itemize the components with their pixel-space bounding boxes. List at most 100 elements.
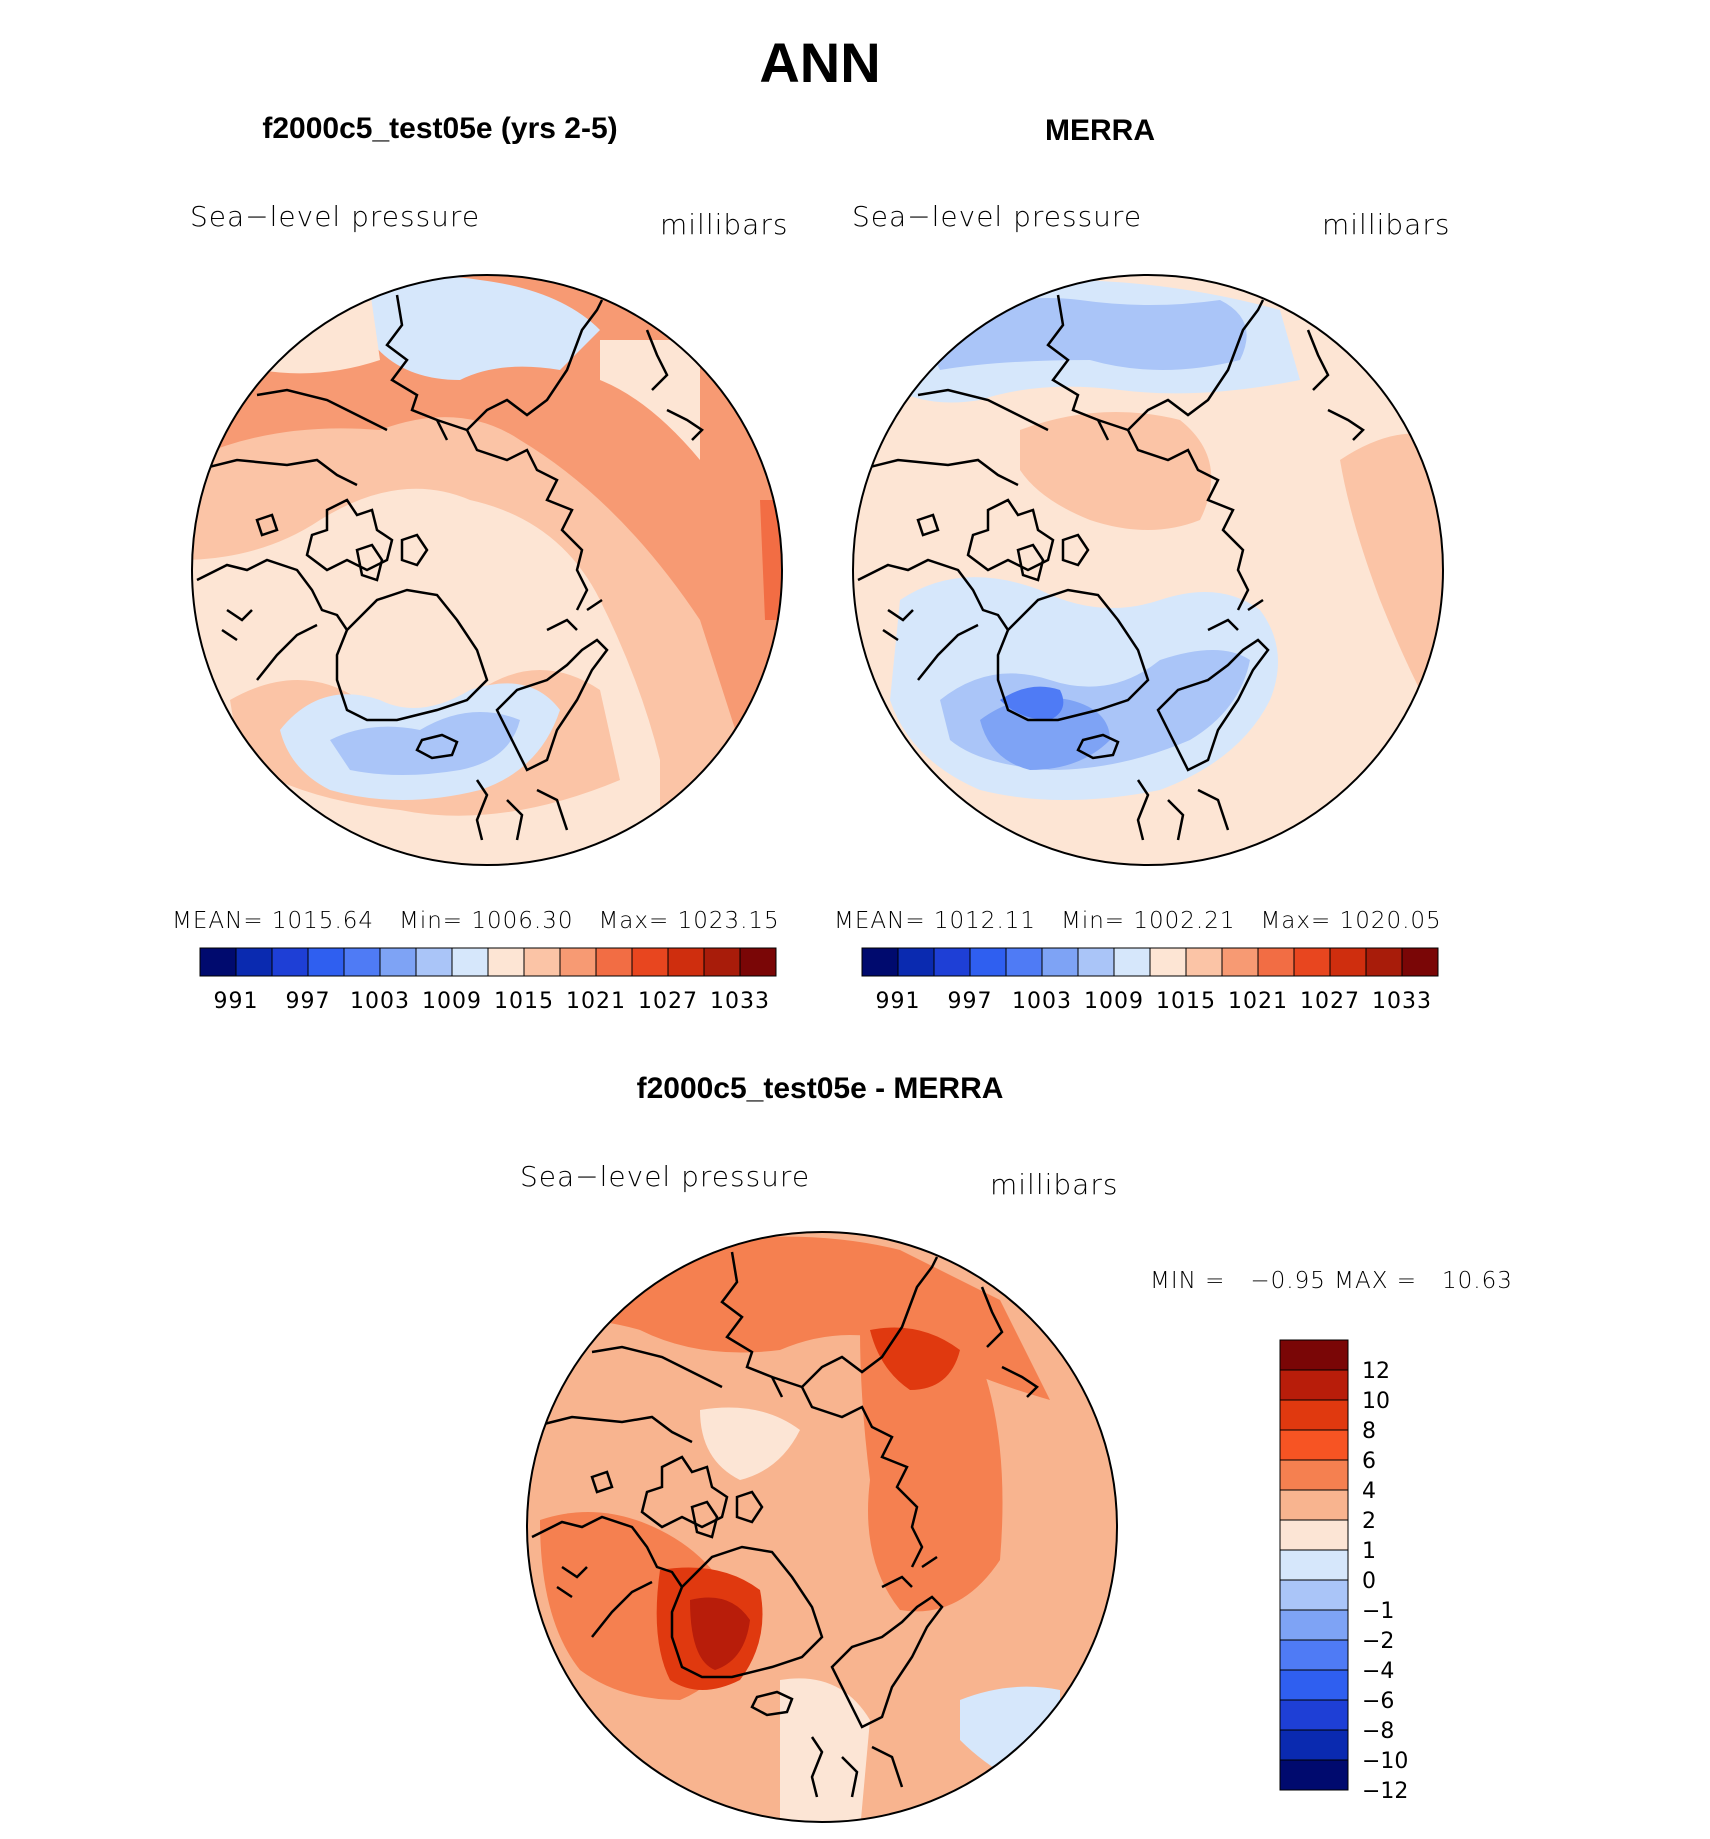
- panel-1-min-label: Min=: [398, 908, 464, 934]
- panel-2-colorbar-tick-label: 1021: [1228, 989, 1288, 1014]
- panel-2-colorbar-tick-label: 1033: [1372, 989, 1432, 1014]
- diff-colorbar-swatch: [1279, 1639, 1349, 1671]
- diff-colorbar-tick-label: −1: [1362, 1599, 1394, 1624]
- panel-2-colorbar-tick-label: 1027: [1300, 989, 1360, 1014]
- panel-1-max-label: Max=: [598, 908, 670, 934]
- panel-2-mean-value: 1012.11: [933, 908, 1037, 934]
- diff-colorbar-swatch: [1279, 1699, 1349, 1731]
- diff-colorbar-tick-label: −12: [1362, 1779, 1408, 1804]
- panel-1-colorbar-swatch: [343, 947, 381, 977]
- diff-colorbar-swatch: [1279, 1759, 1349, 1791]
- panel-2-colorbar-swatch: [897, 947, 935, 977]
- panel-1-colorbar-swatch: [739, 947, 777, 977]
- panel-1-colorbar-swatch: [307, 947, 345, 977]
- diff-colorbar-swatch: [1279, 1579, 1349, 1611]
- panel-1-colorbar-tick-label: 1015: [494, 989, 554, 1014]
- panel-1-colorbar-swatch: [487, 947, 525, 977]
- diff-colorbar-swatch: [1279, 1489, 1349, 1521]
- diff-variable: Sea−level pressure: [520, 1160, 811, 1193]
- panel-1-colorbar-swatch: [271, 947, 309, 977]
- diff-colorbar-tick-label: 0: [1362, 1569, 1376, 1594]
- panel-1-colorbar-swatch: [631, 947, 669, 977]
- diff-min-label: MIN =: [1150, 1268, 1226, 1294]
- diff-colorbar-swatch: [1279, 1369, 1349, 1401]
- diff-colorbar-swatch: [1279, 1459, 1349, 1491]
- panel-1-heading: f2000c5_test05e (yrs 2-5): [262, 112, 618, 145]
- diff-max-value: 10.63: [1442, 1268, 1513, 1294]
- diff-colorbar-swatch: [1279, 1519, 1349, 1551]
- panel-1-colorbar-tick-label: 1021: [566, 989, 626, 1014]
- panel-1-colorbar-tick-label: 1027: [638, 989, 698, 1014]
- diff-colorbar-tick-label: −6: [1362, 1689, 1394, 1714]
- diff-colorbar-swatch: [1279, 1669, 1349, 1701]
- diff-colorbar-tick-label: 6: [1362, 1449, 1376, 1474]
- diff-colorbar-tick-label: 12: [1362, 1359, 1390, 1384]
- panel-2-colorbar-swatch: [1257, 947, 1295, 977]
- panel-1-colorbar: 991 997 1003 1009 1015 1021 1027 1033: [199, 947, 777, 1014]
- panel-2-mean-label: MEAN=: [834, 908, 926, 934]
- diff-colorbar-swatch: [1279, 1549, 1349, 1581]
- panel-2-colorbar-swatch: [1221, 947, 1259, 977]
- diff-colorbar-tick-label: 4: [1362, 1479, 1376, 1504]
- panel-1-colorbar-tick-label: 991: [214, 989, 259, 1014]
- panel-2-colorbar-swatch: [1149, 947, 1187, 977]
- panel-1-colorbar-swatch: [559, 947, 597, 977]
- diff-colorbar-tick-label: 1: [1362, 1539, 1376, 1564]
- panel-2-colorbar-swatch: [1401, 947, 1439, 977]
- diff-colorbar-tick-label: −2: [1362, 1629, 1394, 1654]
- diff-colorbar-swatch: [1279, 1339, 1349, 1371]
- panel-2-colorbar: 991 997 1003 1009 1015 1021 1027 1033: [861, 947, 1439, 1014]
- panel-2-max-value: 1020.05: [1339, 908, 1442, 934]
- diff-colorbar-tick-label: 10: [1362, 1389, 1390, 1414]
- panel-2-colorbar-swatch: [933, 947, 971, 977]
- panel-2-colorbar-tick-label: 1009: [1084, 989, 1144, 1014]
- panel-2-map: [852, 274, 1444, 866]
- panel-1-units: millibars: [660, 208, 789, 241]
- panel-2-colorbar-tick-label: 991: [876, 989, 921, 1014]
- panel-2-variable: Sea−level pressure: [852, 200, 1143, 233]
- panel-2-colorbar-swatch: [1113, 947, 1151, 977]
- panel-2-units: millibars: [1322, 208, 1451, 241]
- panel-2-colorbar-swatch: [1185, 947, 1223, 977]
- diff-map: [526, 1231, 1118, 1823]
- panel-1-max-value: 1023.15: [677, 908, 780, 934]
- diff-colorbar-swatch: [1279, 1429, 1349, 1461]
- panel-2-colorbar-swatch: [1077, 947, 1115, 977]
- diff-max-label: MAX =: [1334, 1268, 1418, 1294]
- panel-2-min-label: Min=: [1060, 908, 1126, 934]
- panel-1-colorbar-swatch: [523, 947, 561, 977]
- panel-1-colorbar-swatch: [235, 947, 273, 977]
- panel-2-colorbar-swatch: [1365, 947, 1403, 977]
- diff-colorbar-swatch: [1279, 1729, 1349, 1761]
- panel-2-colorbar-swatch: [1329, 947, 1367, 977]
- diff-colorbar-tick-label: −10: [1362, 1749, 1408, 1774]
- panel-1-colorbar-swatch: [415, 947, 453, 977]
- panel-1-colorbar-tick-label: 997: [286, 989, 331, 1014]
- panel-1-colorbar-tick-label: 1003: [350, 989, 410, 1014]
- diff-colorbar-tick-label: −4: [1362, 1659, 1394, 1684]
- panel-1-colorbar-swatch: [703, 947, 741, 977]
- panel-2-heading: MERRA: [1045, 114, 1155, 147]
- diff-colorbar-tick-label: 8: [1362, 1419, 1376, 1444]
- panel-1-stats: MEAN= 1015.64 Min= 1006.30 Max= 1023.15: [172, 908, 780, 934]
- panel-2-colorbar-swatch: [1041, 947, 1079, 977]
- panel-1-colorbar-swatch: [379, 947, 417, 977]
- diff-units: millibars: [990, 1168, 1119, 1201]
- panel-1-colorbar-swatch: [451, 947, 489, 977]
- panel-2-colorbar-swatch: [969, 947, 1007, 977]
- page-title: ANN: [759, 31, 881, 94]
- panel-2-colorbar-tick-label: 1015: [1156, 989, 1216, 1014]
- diff-colorbar-swatch: [1279, 1399, 1349, 1431]
- panel-1-mean-value: 1015.64: [271, 908, 375, 934]
- panel-2-colorbar-swatch: [861, 947, 899, 977]
- diff-heading: f2000c5_test05e - MERRA: [636, 1072, 1004, 1105]
- panel-2-colorbar-tick-label: 1003: [1012, 989, 1072, 1014]
- panel-1-colorbar-swatch: [199, 947, 237, 977]
- panel-1-colorbar-tick-label: 1033: [710, 989, 770, 1014]
- panel-1-colorbar-swatch: [595, 947, 633, 977]
- panel-2-min-value: 1002.21: [1133, 908, 1236, 934]
- diff-min-value: −0.95: [1250, 1268, 1326, 1294]
- panel-1-mean-label: MEAN=: [172, 908, 264, 934]
